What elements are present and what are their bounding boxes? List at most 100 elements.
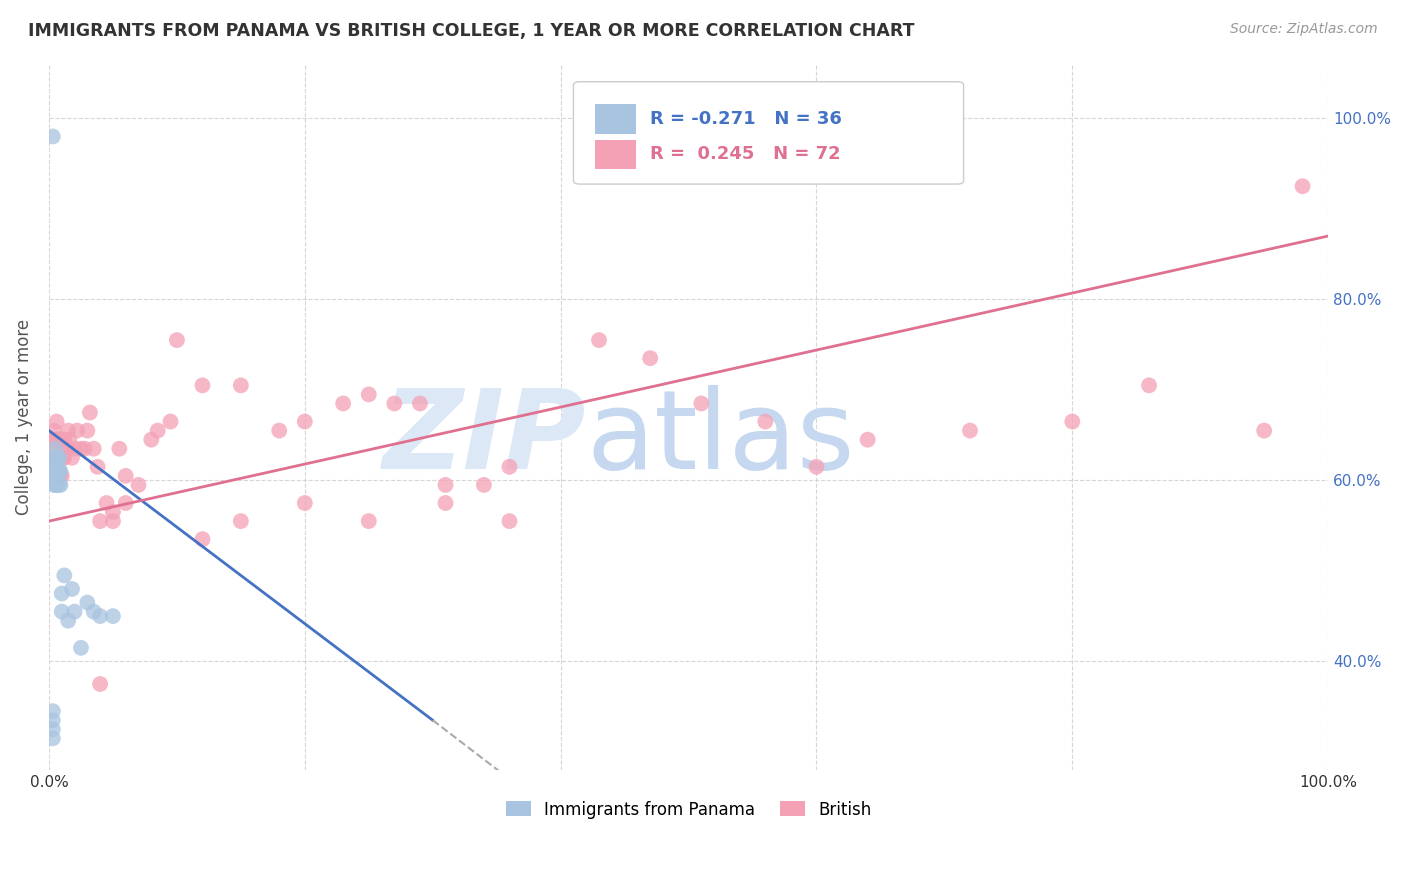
Point <box>638 351 661 366</box>
Point <box>49 468 72 483</box>
Point <box>42 723 65 737</box>
Point <box>70 640 93 655</box>
Point <box>86 459 108 474</box>
Point <box>83 605 105 619</box>
Point <box>1062 415 1084 429</box>
Point <box>63 605 86 619</box>
Point <box>856 433 879 447</box>
Text: ZIP: ZIP <box>382 384 586 491</box>
Point <box>51 433 73 447</box>
Point <box>76 424 98 438</box>
Point <box>48 433 70 447</box>
Point <box>146 424 169 438</box>
Point <box>56 424 79 438</box>
Point <box>44 459 66 474</box>
Point <box>46 450 69 465</box>
Point <box>89 677 111 691</box>
Legend: Immigrants from Panama, British: Immigrants from Panama, British <box>499 794 879 825</box>
Point <box>1291 179 1313 194</box>
Point <box>472 478 495 492</box>
Point <box>44 450 66 465</box>
Point <box>46 459 69 474</box>
Point <box>48 450 70 465</box>
Point <box>332 396 354 410</box>
Point <box>45 433 67 447</box>
Point <box>294 496 316 510</box>
Point <box>101 514 124 528</box>
Point <box>53 450 76 465</box>
Text: atlas: atlas <box>586 384 855 491</box>
Point <box>42 424 65 438</box>
FancyBboxPatch shape <box>574 82 963 184</box>
Point <box>48 464 70 478</box>
Point <box>66 424 89 438</box>
Point <box>141 433 163 447</box>
Point <box>1253 424 1275 438</box>
Point <box>357 387 380 401</box>
Point <box>45 478 67 492</box>
Point <box>44 442 66 456</box>
Point <box>83 442 105 456</box>
Bar <box>595 104 636 134</box>
Point <box>48 450 70 465</box>
Point <box>79 405 101 419</box>
Point <box>89 514 111 528</box>
Point <box>191 378 214 392</box>
Point <box>42 713 65 727</box>
Point <box>690 396 713 410</box>
Point <box>52 450 75 465</box>
Point <box>49 478 72 492</box>
Point <box>128 478 150 492</box>
Point <box>46 433 69 447</box>
Point <box>45 450 67 465</box>
Text: R = -0.271   N = 36: R = -0.271 N = 36 <box>650 110 842 128</box>
Point <box>45 450 67 465</box>
Point <box>76 596 98 610</box>
Point <box>806 459 828 474</box>
Point <box>42 442 65 456</box>
Point <box>60 450 83 465</box>
Point <box>382 396 405 410</box>
Point <box>89 609 111 624</box>
Point <box>498 459 520 474</box>
Point <box>434 496 457 510</box>
Bar <box>595 139 636 169</box>
Point <box>1137 378 1160 392</box>
Point <box>46 450 69 465</box>
Text: IMMIGRANTS FROM PANAMA VS BRITISH COLLEGE, 1 YEAR OR MORE CORRELATION CHART: IMMIGRANTS FROM PANAMA VS BRITISH COLLEG… <box>28 22 915 40</box>
Point <box>56 614 79 628</box>
Point <box>498 514 520 528</box>
Text: Source: ZipAtlas.com: Source: ZipAtlas.com <box>1230 22 1378 37</box>
Point <box>44 468 66 483</box>
Point <box>166 333 188 347</box>
Point <box>60 582 83 596</box>
Point <box>49 433 72 447</box>
Point <box>269 424 291 438</box>
Point <box>101 505 124 519</box>
Point <box>108 442 131 456</box>
Point <box>45 468 67 483</box>
Point <box>70 442 93 456</box>
Point <box>191 532 214 546</box>
Point <box>588 333 610 347</box>
Point <box>53 433 76 447</box>
Point <box>58 433 80 447</box>
Point <box>63 442 86 456</box>
Point <box>44 478 66 492</box>
Point <box>114 496 136 510</box>
Point <box>45 415 67 429</box>
Point <box>51 468 73 483</box>
Point <box>229 514 252 528</box>
Point <box>45 459 67 474</box>
Text: R =  0.245   N = 72: R = 0.245 N = 72 <box>650 145 841 163</box>
Point <box>42 478 65 492</box>
Point <box>73 442 96 456</box>
Point <box>55 442 77 456</box>
Point <box>42 459 65 474</box>
Point <box>357 514 380 528</box>
Point <box>44 433 66 447</box>
Point <box>294 415 316 429</box>
Point <box>434 478 457 492</box>
Point <box>44 450 66 465</box>
Point <box>96 496 118 510</box>
